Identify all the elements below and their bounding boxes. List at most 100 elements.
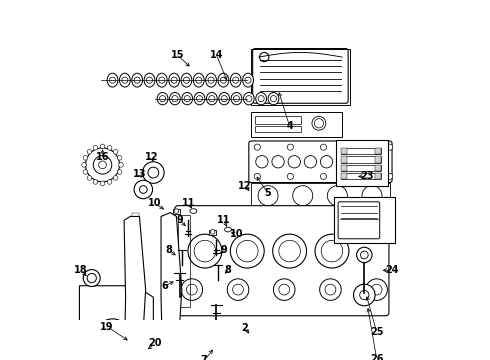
Text: 10: 10 xyxy=(230,229,243,239)
Circle shape xyxy=(272,156,284,168)
Ellipse shape xyxy=(243,73,253,87)
Ellipse shape xyxy=(219,93,229,105)
Ellipse shape xyxy=(169,73,179,87)
Ellipse shape xyxy=(156,73,167,87)
Circle shape xyxy=(221,95,227,102)
Circle shape xyxy=(87,274,97,283)
Ellipse shape xyxy=(231,93,242,105)
Circle shape xyxy=(237,240,258,262)
Circle shape xyxy=(93,145,98,150)
Ellipse shape xyxy=(194,73,204,87)
Circle shape xyxy=(83,170,88,174)
Circle shape xyxy=(362,186,382,206)
Circle shape xyxy=(287,144,294,150)
Ellipse shape xyxy=(170,93,180,105)
Ellipse shape xyxy=(224,227,231,232)
Circle shape xyxy=(87,149,92,154)
Circle shape xyxy=(143,162,164,183)
Ellipse shape xyxy=(206,73,217,87)
Text: 14: 14 xyxy=(210,50,223,60)
Bar xyxy=(209,230,217,235)
Circle shape xyxy=(245,77,251,83)
Bar xyxy=(132,213,140,220)
Circle shape xyxy=(119,163,123,167)
Circle shape xyxy=(122,77,128,83)
Ellipse shape xyxy=(194,93,205,105)
Bar xyxy=(132,353,140,360)
Ellipse shape xyxy=(268,93,279,105)
Circle shape xyxy=(148,167,159,178)
Circle shape xyxy=(140,186,147,193)
Bar xyxy=(251,183,390,208)
Bar xyxy=(251,112,342,137)
Circle shape xyxy=(96,319,129,353)
Bar xyxy=(132,266,140,274)
Circle shape xyxy=(321,240,343,262)
Bar xyxy=(132,277,140,284)
FancyBboxPatch shape xyxy=(249,141,392,183)
Bar xyxy=(132,245,140,252)
Bar xyxy=(341,148,347,154)
Circle shape xyxy=(258,95,264,102)
Bar xyxy=(132,256,140,263)
Circle shape xyxy=(233,77,239,83)
Circle shape xyxy=(354,284,375,306)
Polygon shape xyxy=(79,286,163,360)
Text: 18: 18 xyxy=(74,265,88,275)
Bar xyxy=(375,165,381,171)
Bar xyxy=(334,197,395,243)
Circle shape xyxy=(117,156,122,160)
Text: 13: 13 xyxy=(133,169,146,179)
Bar xyxy=(341,165,381,171)
Text: 20: 20 xyxy=(148,338,162,348)
Ellipse shape xyxy=(256,93,267,105)
Circle shape xyxy=(187,284,197,295)
Polygon shape xyxy=(354,336,418,360)
Bar xyxy=(341,173,347,180)
Bar xyxy=(347,328,432,360)
Text: 12: 12 xyxy=(238,181,252,191)
Circle shape xyxy=(209,95,215,102)
Circle shape xyxy=(256,156,268,168)
Circle shape xyxy=(279,240,300,262)
Bar xyxy=(341,156,347,163)
Text: 4: 4 xyxy=(286,121,293,131)
Ellipse shape xyxy=(181,73,192,87)
Bar xyxy=(178,215,190,306)
Circle shape xyxy=(100,144,105,149)
Circle shape xyxy=(279,284,290,295)
Bar xyxy=(132,299,140,306)
Ellipse shape xyxy=(107,73,118,87)
Bar xyxy=(341,156,381,163)
Circle shape xyxy=(87,176,92,180)
Bar xyxy=(375,173,381,180)
Circle shape xyxy=(183,77,190,83)
Ellipse shape xyxy=(244,93,254,105)
Circle shape xyxy=(107,180,112,184)
Circle shape xyxy=(220,77,226,83)
Circle shape xyxy=(113,176,118,180)
Circle shape xyxy=(160,95,166,102)
Bar xyxy=(255,126,301,132)
Circle shape xyxy=(230,234,264,268)
Text: 2: 2 xyxy=(242,323,248,333)
Circle shape xyxy=(83,270,100,287)
Circle shape xyxy=(320,144,326,150)
Bar xyxy=(132,310,140,316)
Circle shape xyxy=(188,234,222,268)
Bar xyxy=(341,148,381,154)
Text: 9: 9 xyxy=(221,244,227,255)
Circle shape xyxy=(319,279,341,300)
Text: 11: 11 xyxy=(218,215,231,225)
Text: 12: 12 xyxy=(145,152,159,162)
Text: 16: 16 xyxy=(96,152,109,162)
Ellipse shape xyxy=(157,93,168,105)
Bar xyxy=(132,331,140,338)
Bar xyxy=(336,140,388,186)
Circle shape xyxy=(196,77,202,83)
Ellipse shape xyxy=(120,73,130,87)
Ellipse shape xyxy=(312,116,326,130)
Circle shape xyxy=(134,77,140,83)
Text: 7: 7 xyxy=(201,355,208,360)
Text: 11: 11 xyxy=(182,198,196,208)
